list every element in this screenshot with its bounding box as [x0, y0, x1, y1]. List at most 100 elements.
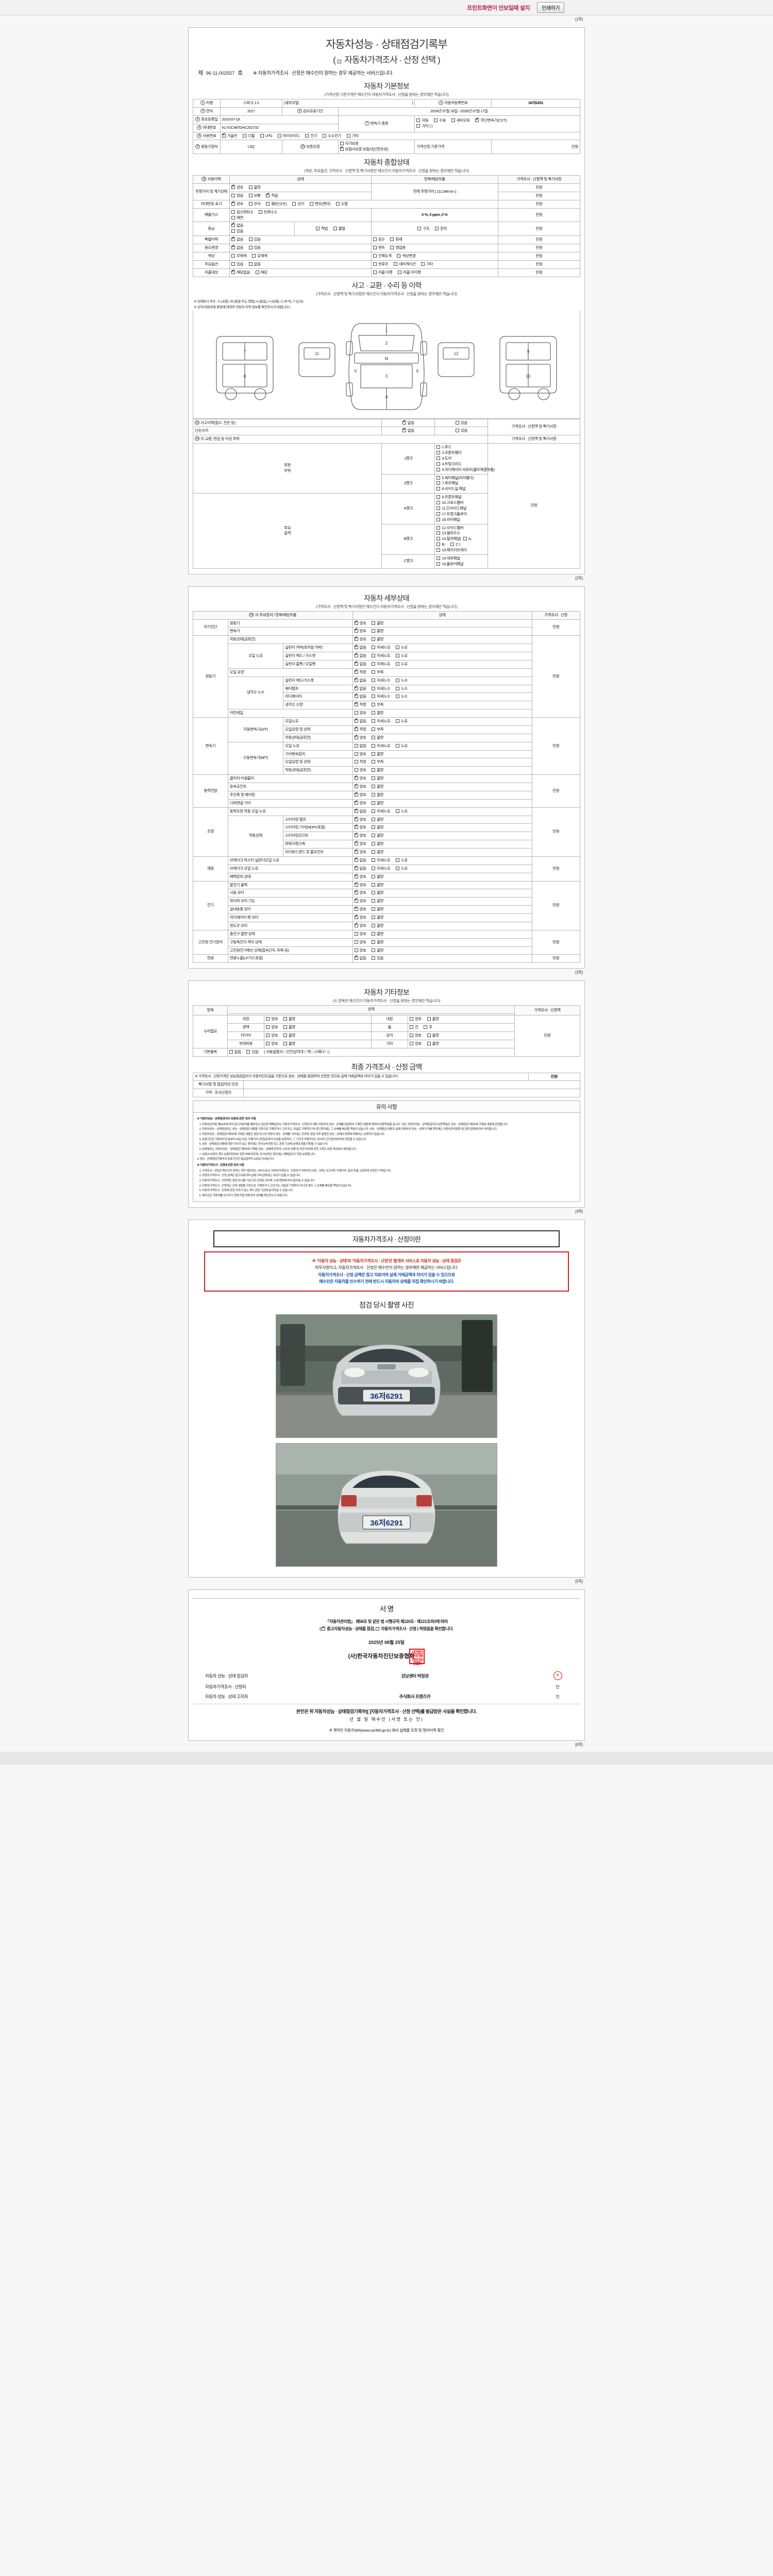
trans-opt-other[interactable]: 기타 ( )	[416, 124, 432, 129]
opt-none[interactable]: 없음	[354, 693, 366, 700]
opt-good[interactable]: 양호	[354, 800, 366, 806]
opt-leak[interactable]: 누수	[395, 694, 408, 700]
opt-chromatic[interactable]: 유채색	[252, 253, 267, 259]
opt-none[interactable]: 없음	[354, 955, 366, 961]
opt-none[interactable]: 없음	[231, 244, 243, 251]
fuel-opt-ev[interactable]: 전기	[305, 133, 317, 139]
opt-good[interactable]: 양호	[354, 940, 366, 945]
opt-few[interactable]: 적음	[266, 192, 278, 199]
opt-bad[interactable]: 불량	[427, 1033, 439, 1039]
simple-opt-exist[interactable]: 있음	[434, 427, 489, 436]
opt-leak[interactable]: 누유	[395, 719, 408, 724]
opt-bad[interactable]: 불량	[372, 752, 384, 757]
opt-front[interactable]: 전	[409, 1025, 418, 1030]
opt-bad[interactable]: 불량	[372, 915, 384, 921]
opt-good[interactable]: 양호	[354, 791, 366, 798]
part-pillar-c[interactable]: C )	[450, 542, 461, 548]
opt-bad[interactable]: 불량	[372, 940, 384, 945]
opt-none[interactable]: 없음	[354, 743, 366, 749]
opt-bad[interactable]: 불량	[372, 637, 384, 642]
opt-exist[interactable]: 있음	[231, 262, 243, 267]
opt-sunroof[interactable]: 썬루프	[373, 262, 389, 267]
opt-good[interactable]: 양호	[266, 1041, 278, 1047]
opt-rent[interactable]: 렌트	[373, 245, 385, 251]
opt-minor-leak[interactable]: 미세누수	[372, 686, 391, 692]
opt-commercial[interactable]: 영업용	[390, 245, 406, 251]
opt-bad[interactable]: 불량	[283, 1041, 295, 1047]
opt-different[interactable]: 상이	[292, 201, 305, 207]
opt-insufficient[interactable]: 부족	[372, 670, 384, 675]
opt-leak[interactable]: 누수	[395, 678, 408, 684]
opt-good[interactable]: 양호	[354, 816, 366, 823]
simple-opt-none[interactable]: 없음	[381, 427, 435, 436]
opt-good[interactable]: 양호	[266, 1016, 278, 1022]
checkbox-performance-check[interactable]	[322, 1625, 326, 1631]
opt-bad[interactable]: 불량	[372, 841, 384, 847]
opt-bad[interactable]: 불량	[372, 621, 384, 626]
part-side-sill-panel[interactable]: 8.사이드실 패널	[436, 486, 466, 492]
opt-leak[interactable]: 누수	[395, 686, 408, 692]
opt-good[interactable]: 양호	[409, 1016, 422, 1022]
opt-good[interactable]: 양호	[354, 873, 366, 880]
opt-leak[interactable]: 누유	[395, 645, 408, 651]
opt-exist[interactable]: 있음	[248, 237, 261, 243]
opt-insufficient[interactable]: 부족	[372, 727, 384, 733]
opt-minor-leak[interactable]: 미세누유	[372, 858, 391, 863]
opt-bad[interactable]: 불량	[372, 883, 384, 888]
opt-minor-leak[interactable]: 미세누수	[372, 694, 391, 700]
opt-good[interactable]: 양호	[354, 849, 366, 855]
part-trunk-lid[interactable]: 4.트렁크리드	[436, 462, 462, 467]
opt-bad[interactable]: 불량	[372, 907, 384, 912]
opt-good[interactable]: 양호	[231, 200, 243, 207]
opt-other[interactable]: 기타	[421, 262, 433, 267]
opt-exist[interactable]: 있음	[246, 1049, 259, 1055]
opt-normal[interactable]: 보통	[248, 193, 261, 199]
fuel-opt-hybrid[interactable]: 하이브리드	[278, 133, 300, 139]
opt-legal[interactable]: 적법	[315, 226, 328, 232]
opt-leak[interactable]: 누유	[395, 809, 408, 815]
opt-good[interactable]: 양호	[409, 1041, 422, 1047]
opt-leak[interactable]: 누유	[395, 653, 408, 659]
part-roof-panel[interactable]: 7.루프패널	[436, 481, 458, 486]
opt-exist[interactable]: 있음	[231, 229, 243, 234]
opt-good[interactable]: 양호	[354, 832, 366, 839]
opt-good[interactable]: 양호	[354, 824, 366, 831]
opt-flood[interactable]: 침수	[373, 237, 385, 243]
opt-good[interactable]: 양호	[354, 889, 366, 896]
opt-good[interactable]: 양호	[231, 184, 243, 191]
opt-rear[interactable]: 후	[424, 1025, 432, 1030]
opt-good[interactable]: 양호	[354, 734, 366, 741]
opt-good[interactable]: 양호	[409, 1033, 422, 1039]
opt-bad[interactable]: 불량	[372, 784, 384, 790]
opt-minor-leak[interactable]: 미세누수	[372, 678, 391, 684]
opt-proper[interactable]: 적정	[354, 701, 366, 708]
opt-leak[interactable]: 누유	[395, 743, 408, 749]
opt-erased[interactable]: 도말	[335, 201, 348, 207]
opt-illegal[interactable]: 불법	[333, 226, 345, 232]
part-inside-panel[interactable]: 11.인사이드패널	[436, 506, 466, 512]
opt-bad[interactable]: 불량	[372, 710, 384, 716]
opt-none[interactable]: 없음	[229, 1049, 241, 1055]
opt-device[interactable]: 장치	[435, 226, 447, 232]
part-front-panel[interactable]: 9.프론트패널	[436, 495, 462, 500]
opt-corrosion[interactable]: 부식	[248, 201, 261, 207]
opt-good[interactable]: 양호	[354, 914, 366, 921]
opt-good[interactable]: 양호	[354, 922, 366, 929]
opt-bad[interactable]: 불량	[427, 1016, 439, 1022]
opt-none[interactable]: 없음	[354, 718, 366, 724]
opt-navigation[interactable]: 네비게이션	[393, 262, 416, 267]
opt-bad[interactable]: 불량	[283, 1016, 295, 1022]
opt-exist[interactable]: 있음	[372, 956, 384, 961]
opt-bad[interactable]: 불량	[372, 629, 384, 634]
opt-good[interactable]: 양호	[354, 628, 366, 634]
opt-structure[interactable]: 구조	[417, 226, 430, 232]
opt-bad[interactable]: 불량	[372, 833, 384, 839]
fuel-opt-gasoline[interactable]: 가솔린	[222, 132, 238, 139]
part-pillar-panel[interactable]: 14.필러패널(A,	[436, 536, 472, 542]
opt-none[interactable]: 없음	[354, 652, 366, 659]
opt-bad[interactable]: 불량	[372, 899, 384, 904]
opt-recall-done[interactable]: 리콜 이행	[373, 270, 393, 276]
opt-none[interactable]: 없음	[354, 857, 366, 863]
opt-proper[interactable]: 적정	[354, 759, 366, 765]
opt-minor-leak[interactable]: 미세누유	[372, 662, 391, 667]
